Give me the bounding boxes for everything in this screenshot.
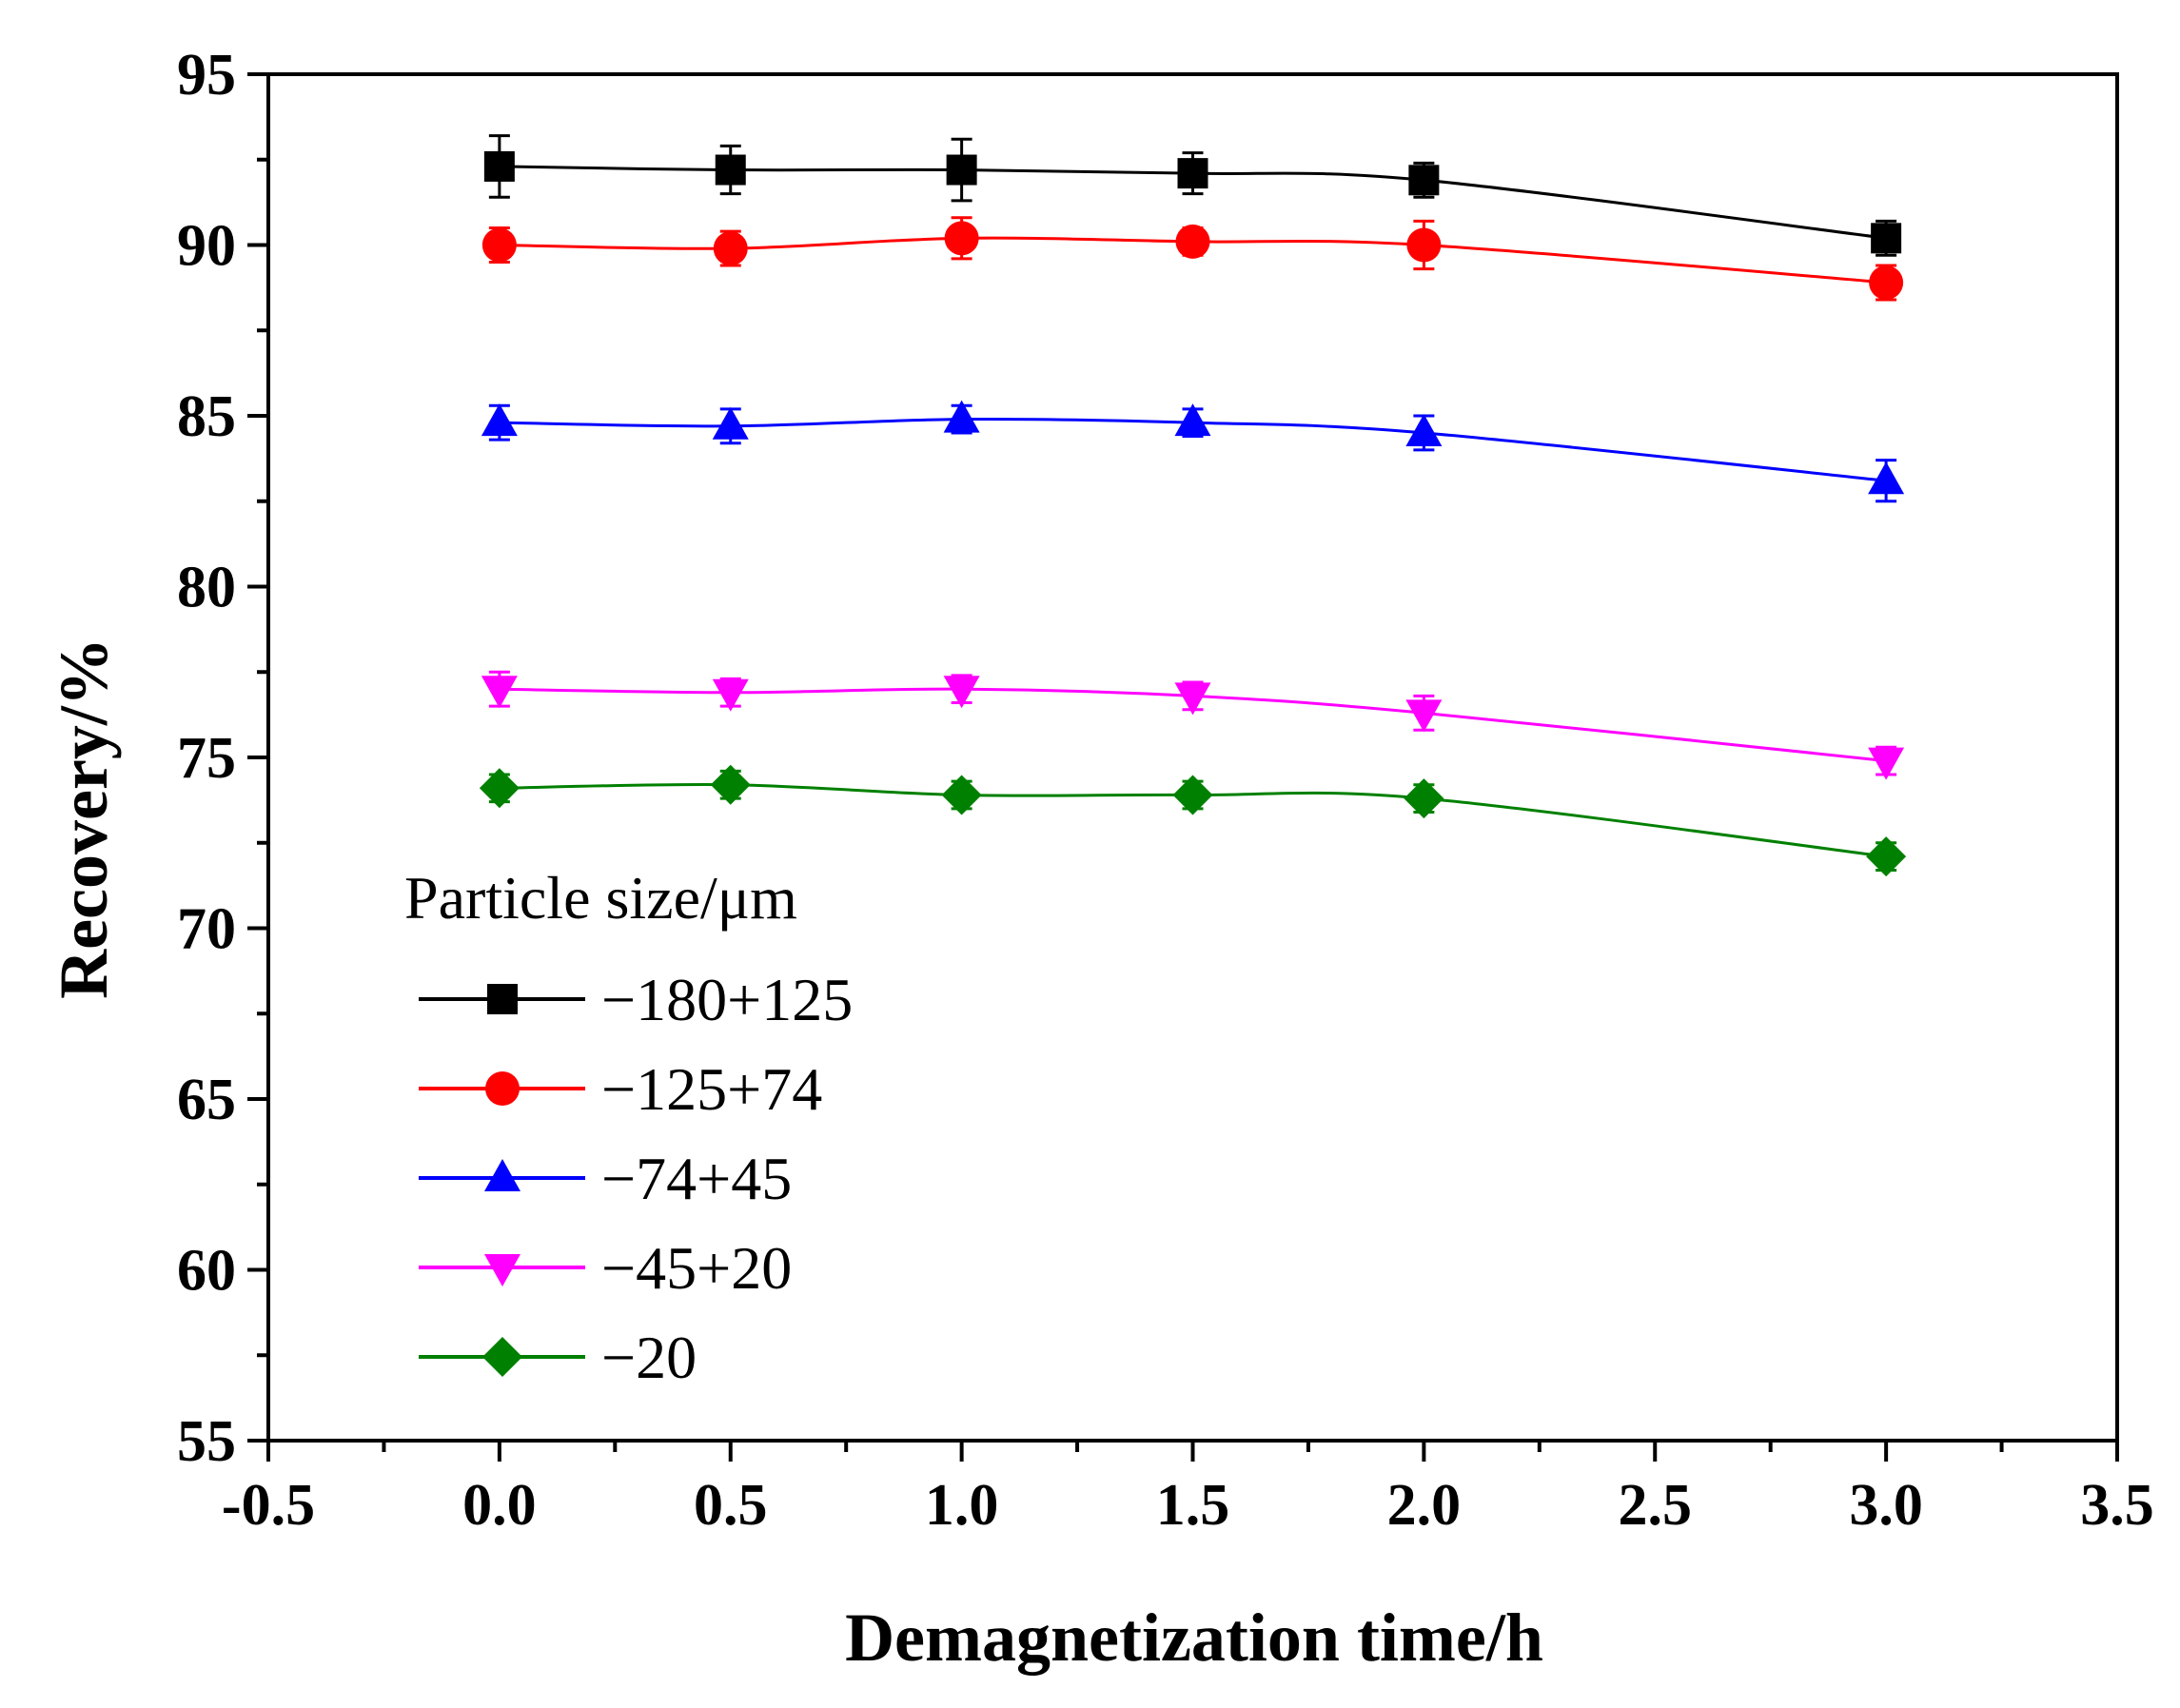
data-point [1406, 227, 1442, 263]
data-point [1172, 775, 1213, 815]
series-line [499, 687, 1887, 763]
data-point [713, 231, 748, 266]
legend-entry-3: −45+20 [419, 1234, 792, 1302]
data-point [1175, 224, 1210, 259]
x-tick-label: 2.0 [1387, 1473, 1462, 1538]
legend-marker [482, 1337, 522, 1377]
legend-entry-0: −180+125 [419, 966, 853, 1033]
legend-entry-2: −74+45 [419, 1145, 792, 1212]
legend-title: Particle size/μm [404, 864, 797, 932]
y-tick-label: 60 [177, 1239, 236, 1304]
legend-marker [484, 1159, 520, 1191]
data-point [1869, 265, 1904, 300]
series-3 [481, 670, 1905, 780]
data-point [1868, 747, 1905, 780]
x-tick-label: -0.5 [222, 1473, 315, 1538]
series-0 [483, 134, 1902, 257]
y-tick-label: 55 [177, 1409, 236, 1474]
series-2 [481, 400, 1905, 503]
data-point [1868, 461, 1905, 495]
y-tick-label: 75 [177, 726, 236, 791]
data-point [1174, 403, 1211, 437]
data-point [946, 154, 977, 186]
y-axis-title: Recovery/% [46, 638, 122, 999]
y-tick-label: 90 [177, 214, 236, 279]
x-tick-label: 3.5 [2080, 1473, 2154, 1538]
legend-entry-1: −125+74 [419, 1055, 822, 1123]
y-tick-label: 95 [177, 43, 236, 108]
data-point [943, 400, 980, 433]
data-point [1871, 223, 1902, 254]
data-point [483, 150, 515, 182]
series-4 [479, 764, 1907, 877]
data-point [1405, 699, 1443, 733]
x-tick-label: 3.0 [1849, 1473, 1923, 1538]
x-tick-label: 0.5 [694, 1473, 768, 1538]
legend-label: −74+45 [601, 1145, 792, 1212]
y-tick-label: 65 [177, 1068, 236, 1132]
x-tick-label: 2.5 [1619, 1473, 1693, 1538]
data-point [715, 154, 746, 186]
data-point [944, 221, 979, 256]
y-tick-label: 85 [177, 384, 236, 449]
legend-entry-4: −20 [419, 1324, 697, 1391]
data-point [481, 227, 517, 263]
data-point [481, 676, 518, 709]
data-point [943, 676, 980, 709]
series-1 [481, 216, 1904, 302]
legend-marker [484, 1254, 520, 1286]
y-tick-label: 70 [177, 897, 236, 962]
series-line [499, 417, 1887, 482]
data-point [1408, 165, 1440, 196]
y-tick-label: 80 [177, 556, 236, 620]
data-point [1405, 413, 1443, 446]
data-point [479, 768, 520, 809]
data-point [1866, 836, 1907, 877]
data-point [1174, 682, 1211, 716]
data-point [941, 775, 982, 815]
legend-label: −180+125 [601, 966, 853, 1033]
data-point [712, 678, 749, 712]
x-tick-label: 1.0 [925, 1473, 999, 1538]
data-point [1404, 778, 1444, 819]
legend-label: −125+74 [601, 1055, 822, 1123]
data-point [481, 403, 518, 437]
legend-marker [487, 984, 518, 1014]
data-point [710, 764, 751, 805]
x-tick-label: 0.0 [462, 1473, 537, 1538]
data-point [712, 406, 749, 440]
legend-label: −45+20 [601, 1234, 792, 1302]
data-point [1177, 158, 1208, 189]
legend-marker [485, 1071, 520, 1106]
x-axis-title: Demagnetization time/h [845, 1600, 1543, 1676]
x-tick-label: 1.5 [1156, 1473, 1230, 1538]
legend-label: −20 [601, 1324, 697, 1391]
